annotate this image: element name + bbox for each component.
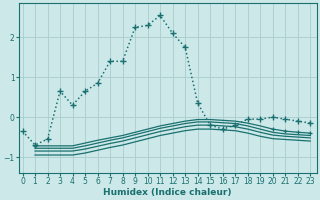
X-axis label: Humidex (Indice chaleur): Humidex (Indice chaleur) [103, 188, 232, 197]
